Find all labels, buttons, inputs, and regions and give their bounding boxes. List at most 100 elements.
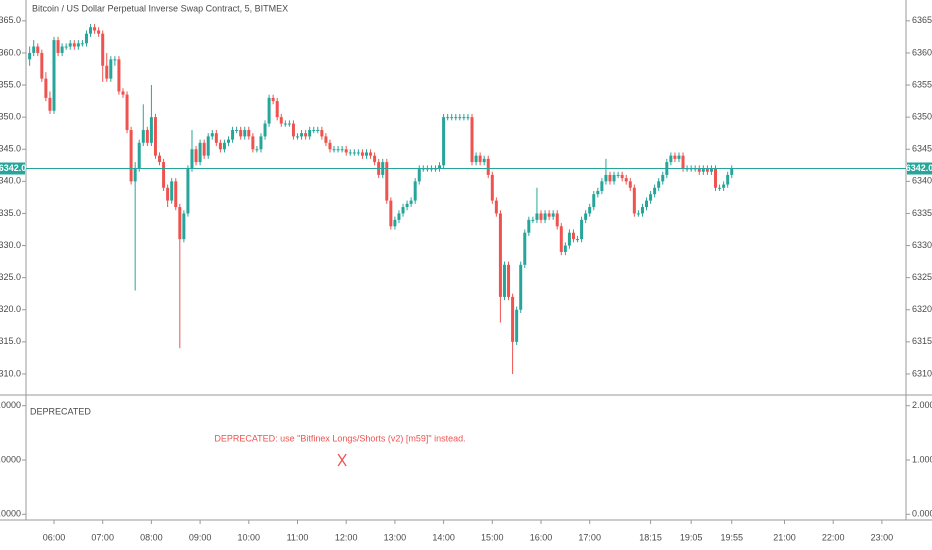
y-tick-label: 0.0000 — [0, 509, 21, 519]
candle-body — [149, 117, 153, 143]
x-tick-label: 19:05 — [680, 532, 703, 542]
y-tick-label: 6330.0 — [0, 240, 21, 250]
last-price-label: 6342.0 — [0, 163, 26, 173]
candle-body — [535, 213, 539, 220]
candle-body — [239, 129, 243, 137]
candle-body — [93, 27, 97, 31]
candle-body — [170, 181, 174, 201]
candle-body — [304, 133, 308, 137]
candle-body — [243, 129, 247, 137]
y-tick-label: 6320.0 — [912, 304, 932, 314]
candle-body — [76, 43, 80, 47]
candle-body — [576, 239, 580, 241]
candle-body — [153, 117, 157, 156]
indicator-title: DEPRECATED — [30, 406, 91, 416]
candle-body — [701, 168, 705, 172]
x-tick-label: 07:00 — [91, 532, 114, 542]
candle-body — [332, 149, 336, 151]
candle-body — [32, 46, 36, 53]
candle-body — [640, 207, 644, 214]
candle-body — [620, 174, 624, 179]
candle-body — [709, 168, 713, 172]
y-tick-label: 6325.0 — [912, 272, 932, 282]
candle-body — [97, 30, 101, 34]
x-tick-label: 13:00 — [384, 532, 407, 542]
y-tick-label: 6345.0 — [912, 144, 932, 154]
y-tick-label: 6345.0 — [0, 144, 21, 154]
candle-body — [442, 117, 446, 166]
x-tick-label: 12:00 — [335, 532, 358, 542]
candle-body — [555, 213, 559, 227]
candle-body — [40, 52, 44, 79]
candle-body — [64, 46, 68, 48]
y-tick-label: 6330.0 — [912, 240, 932, 250]
candle-body — [551, 213, 555, 217]
x-tick-label: 17:00 — [578, 532, 601, 542]
candle-body — [726, 174, 730, 185]
candle-body — [121, 91, 125, 95]
candle-body — [68, 43, 72, 47]
candle-body — [336, 149, 340, 151]
candle-body — [251, 136, 255, 150]
candle-body — [194, 149, 198, 163]
candle-body — [44, 78, 48, 98]
candle-body — [417, 168, 421, 182]
candle-body — [28, 52, 32, 60]
candle-body — [515, 309, 519, 342]
candle-body — [636, 213, 640, 215]
candle-body — [89, 27, 93, 34]
candle-body — [369, 152, 373, 156]
candle-body — [580, 219, 584, 240]
candle-body — [673, 155, 677, 159]
candle-body — [36, 46, 40, 53]
candle-body — [158, 155, 162, 163]
candle-body — [697, 168, 701, 172]
x-tick-label: 09:00 — [189, 532, 212, 542]
candle-body — [466, 117, 470, 119]
candle-body — [117, 59, 121, 92]
candle-body — [137, 142, 141, 169]
candle-body — [296, 136, 299, 138]
x-tick-label: 19:55 — [720, 532, 743, 542]
candle-body — [113, 59, 117, 61]
y-tick-label: 2.0000 — [0, 400, 21, 410]
y-tick-label: 6355.0 — [0, 79, 21, 89]
candle-body — [632, 187, 636, 214]
candle-body — [401, 207, 405, 214]
candle-body — [511, 296, 515, 342]
candle-body — [462, 117, 466, 119]
candle-body — [559, 226, 563, 252]
x-tick-label: 06:00 — [43, 532, 66, 542]
candle-body — [409, 200, 413, 204]
candle-body — [486, 158, 490, 175]
candle-body — [48, 97, 52, 111]
candle-body — [287, 123, 291, 125]
candle-body — [291, 123, 295, 137]
candle-body — [271, 97, 275, 102]
candle-body — [218, 142, 222, 150]
candle-body — [360, 152, 364, 156]
candle-body — [308, 129, 312, 137]
candle-body — [657, 181, 661, 188]
candle-body — [275, 101, 279, 118]
candle-body — [227, 139, 231, 143]
candle-body — [470, 117, 474, 163]
candle-body — [283, 123, 287, 125]
candle-body — [669, 155, 673, 163]
candle-body — [206, 136, 210, 156]
x-tick-label: 10:00 — [238, 532, 261, 542]
candle-body — [166, 187, 170, 201]
candle-body — [584, 213, 588, 220]
candle-body — [109, 59, 113, 79]
candle-body — [478, 155, 482, 163]
y-tick-label: 6335.0 — [912, 208, 932, 218]
x-tick-label: 22:00 — [822, 532, 845, 542]
y-tick-label: 6340.0 — [0, 176, 21, 186]
y-tick-label: 6350.0 — [912, 112, 932, 122]
candle-body — [413, 181, 417, 201]
x-tick-label: 11:00 — [287, 532, 309, 542]
candle-body — [539, 213, 543, 220]
candle-body — [677, 155, 681, 159]
candle-body — [385, 162, 389, 201]
